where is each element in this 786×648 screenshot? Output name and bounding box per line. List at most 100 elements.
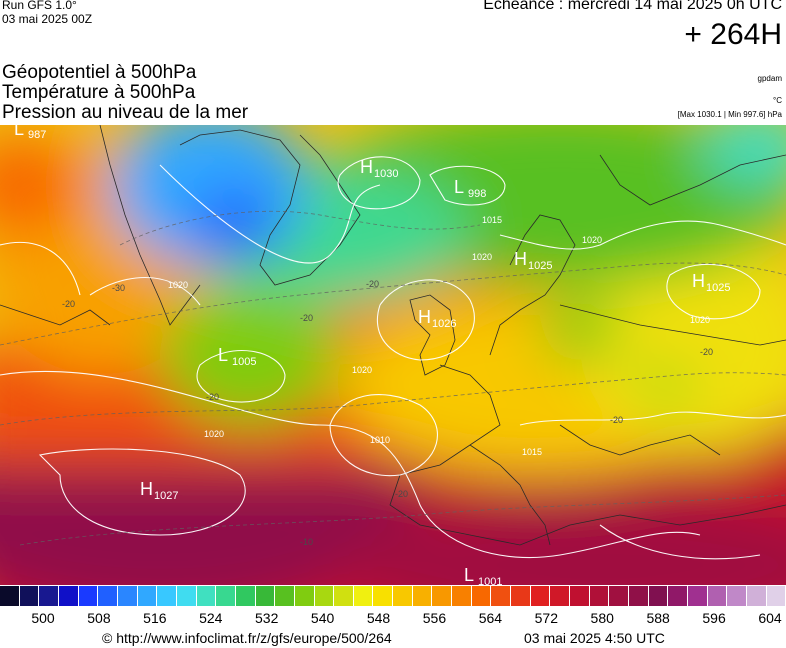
- svg-text:1025: 1025: [706, 282, 730, 294]
- forecast-valid-time: Echéance : mercredi 14 mai 2025 0h UTC: [483, 0, 782, 13]
- svg-text:L: L: [14, 125, 24, 139]
- colorbar-tick-label: 572: [534, 610, 558, 626]
- colorbar-tick-label: 516: [143, 610, 167, 626]
- isobar-label: 1015: [482, 215, 502, 225]
- svg-text:H: H: [514, 249, 527, 269]
- svg-text:1027: 1027: [154, 490, 178, 502]
- pressure-range: [Max 1030.1 | Min 997.6] hPa: [677, 110, 782, 119]
- colorbar-tick-label: 564: [478, 610, 503, 626]
- colorbar-tick-label: 548: [366, 610, 391, 626]
- lead-time: + 264H: [684, 18, 782, 51]
- colorbar-tick-label: 596: [702, 610, 726, 626]
- colorbar-swatch: [216, 586, 236, 606]
- colorbar-swatch: [314, 586, 335, 606]
- isotherms: [0, 210, 786, 546]
- svg-text:H: H: [418, 307, 431, 327]
- colorbar-swatch: [648, 586, 669, 606]
- svg-text:H: H: [692, 271, 705, 291]
- colorbar-swatch: [19, 586, 40, 606]
- colorbar-tick-label: 500: [31, 610, 55, 626]
- colorbar-swatch: [176, 586, 197, 606]
- footer-source-url: © http://www.infoclimat.fr/z/gfs/europe/…: [102, 630, 392, 646]
- svg-text:H: H: [140, 479, 153, 499]
- isotherm-label: -20: [300, 313, 313, 323]
- colorbar-swatch: [530, 586, 551, 606]
- pressure-center-low-2: L 998: [454, 177, 486, 200]
- colorbar-swatch: [589, 586, 610, 606]
- svg-text:1025: 1025: [528, 260, 552, 272]
- isotherm-label: -20: [610, 415, 623, 425]
- isotherm-label: -20: [395, 489, 408, 499]
- colorbar: [0, 586, 786, 606]
- svg-text:1005: 1005: [232, 356, 256, 368]
- colorbar-swatch: [511, 586, 531, 606]
- colorbar-swatch: [766, 586, 786, 606]
- colorbar-tick-label: 524: [199, 610, 223, 626]
- isobar-label: 1015: [522, 447, 542, 457]
- pressure-center-high-3: H 1025: [514, 249, 552, 272]
- pressure-center-high-4: H 1025: [692, 271, 730, 294]
- colorbar-tick-label: 604: [758, 610, 782, 626]
- colorbar-swatch: [393, 586, 413, 606]
- run-date: 03 mai 2025 00Z: [2, 12, 93, 26]
- isobar-label: 1020: [690, 315, 710, 325]
- colorbar-swatch: [137, 586, 158, 606]
- isotherm-label: -20: [206, 392, 219, 402]
- colorbar-swatch: [78, 586, 99, 606]
- unit-temperature: °C: [773, 96, 782, 105]
- footer-timestamp: 03 mai 2025 4:50 UTC: [524, 630, 665, 646]
- pressure-center-low-1: L 987: [14, 125, 46, 141]
- colorbar-swatch: [334, 586, 354, 606]
- colorbar-swatch: [452, 586, 472, 606]
- isobar-labels: 1020 1020 1020 1020 1020 1020 1015 1010 …: [168, 215, 710, 457]
- isotherm-label: -30: [112, 283, 125, 293]
- weather-map: L 987 H 1030 L 998 H 1026 L 1005 H 1025 H 1025 …: [0, 125, 786, 585]
- isotherm-label: -10: [300, 537, 313, 547]
- colorbar-swatch: [471, 586, 492, 606]
- colorbar-swatch: [255, 586, 276, 606]
- colorbar-tick-label: 532: [255, 610, 279, 626]
- colorbar-swatch: [707, 586, 728, 606]
- isotherm-label: -20: [62, 299, 75, 309]
- colorbar-swatch: [432, 586, 453, 606]
- unit-geopotential: gpdam: [757, 74, 782, 83]
- isobars: [0, 156, 786, 560]
- colorbar-tick-label: 580: [590, 610, 614, 626]
- colorbar-swatch: [609, 586, 629, 606]
- isobar-label: 1020: [472, 252, 492, 262]
- isobar-label: 1010: [370, 435, 390, 445]
- colorbar-swatch: [196, 586, 217, 606]
- svg-text:H: H: [360, 157, 373, 177]
- title-geopotential: Géopotentiel à 500hPa: [2, 62, 197, 83]
- colorbar-tick-label: 556: [422, 610, 447, 626]
- title-temperature: Température à 500hPa: [2, 82, 196, 103]
- isobar-label: 1020: [204, 429, 224, 439]
- colorbar-swatch: [727, 586, 747, 606]
- svg-text:1026: 1026: [432, 318, 456, 330]
- colorbar-swatch: [668, 586, 688, 606]
- isobar-label: 1020: [352, 365, 372, 375]
- colorbar-swatch: [235, 586, 256, 606]
- colorbar-swatch: [275, 586, 295, 606]
- colorbar-swatch: [746, 586, 767, 606]
- colorbar-swatch: [117, 586, 138, 606]
- colorbar-tick-label: 588: [646, 610, 670, 626]
- geopotential-field: [0, 125, 786, 585]
- svg-text:L: L: [454, 177, 464, 197]
- pressure-center-low-3: L 1005: [218, 345, 256, 368]
- colorbar-swatch: [98, 586, 118, 606]
- pressure-center-high-2: H 1026: [418, 307, 456, 330]
- colorbar-ticks: 500 508 516 524 532 540 548 556 564 572 580 588 596 6…: [0, 610, 786, 628]
- colorbar-swatch: [412, 586, 433, 606]
- title-pressure: Pression au niveau de la mer: [2, 102, 249, 123]
- colorbar-swatch: [58, 586, 79, 606]
- pressure-center-low-4: L 1001: [464, 565, 502, 585]
- isotherm-labels: -30 -20 -20 -20 -20 -10 -20 -20 -20: [62, 279, 713, 547]
- colorbar-tick-label: 508: [87, 610, 111, 626]
- pressure-center-high-5: H 1027: [140, 479, 178, 502]
- colorbar-swatch: [373, 586, 394, 606]
- svg-text:1001: 1001: [478, 576, 502, 585]
- svg-text:987: 987: [28, 129, 46, 141]
- colorbar-swatch: [629, 586, 649, 606]
- pressure-center-high-1: H 1030: [360, 157, 398, 180]
